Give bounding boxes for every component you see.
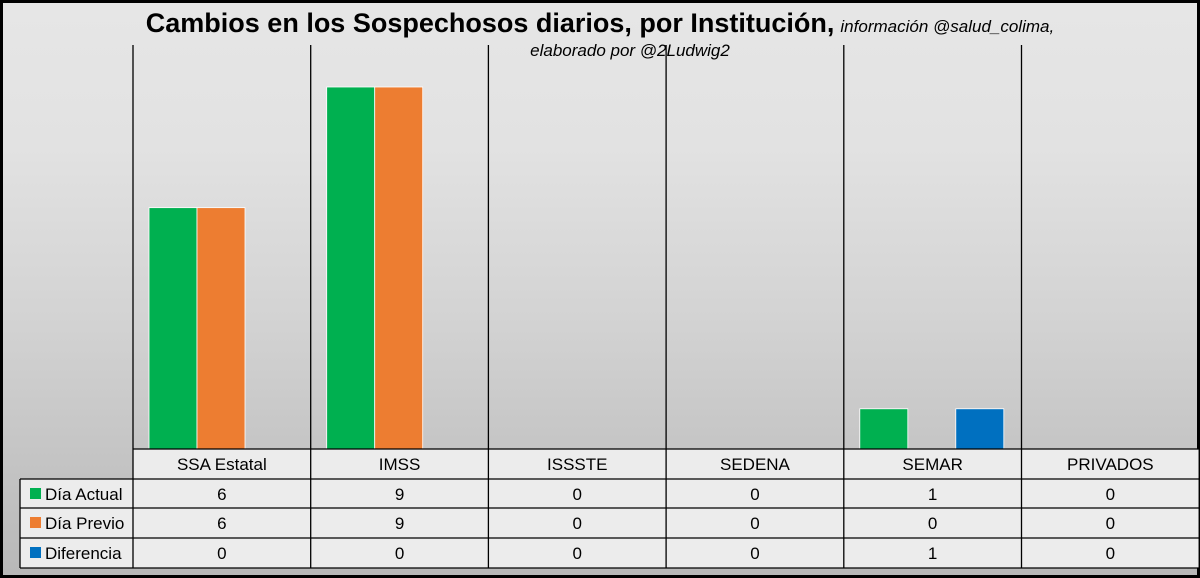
legend-label-dia-previo: Día Previo (45, 514, 124, 533)
data-label-dia-actual-ssa-estatal: 6 (217, 485, 226, 504)
chart-title: Cambios en los Sospechosos diarios, por … (145, 8, 835, 38)
data-label-diferencia-issste: 0 (573, 544, 582, 563)
data-label-dia-actual-privados: 0 (1106, 485, 1115, 504)
data-label-dia-previo-semar: 0 (928, 514, 937, 533)
data-label-diferencia-imss: 0 (395, 544, 404, 563)
category-label-issste: ISSSTE (547, 455, 607, 474)
data-label-dia-actual-imss: 9 (395, 485, 404, 504)
category-label-sedena: SEDENA (720, 455, 791, 474)
category-label-semar: SEMAR (902, 455, 962, 474)
data-label-diferencia-sedena: 0 (750, 544, 759, 563)
data-label-dia-actual-issste: 0 (573, 485, 582, 504)
category-label-privados: PRIVADOS (1067, 455, 1154, 474)
bar-dia-previo-ssa-estatal (196, 207, 246, 450)
chart-title-block: Cambios en los Sospechosos diarios, por … (0, 8, 1200, 61)
data-label-dia-actual-semar: 1 (928, 485, 937, 504)
data-label-dia-previo-ssa-estatal: 6 (217, 514, 226, 533)
data-label-dia-actual-sedena: 0 (750, 485, 759, 504)
data-label-dia-previo-sedena: 0 (750, 514, 759, 533)
bar-dia-actual-semar (859, 408, 909, 450)
data-label-diferencia-privados: 0 (1106, 544, 1115, 563)
data-label-diferencia-ssa-estatal: 0 (217, 544, 226, 563)
bar-dia-actual-imss (326, 86, 376, 450)
legend-key-dia-actual (30, 488, 41, 499)
bar-dia-previo-imss (374, 86, 424, 450)
legend-key-diferencia (30, 547, 41, 558)
chart-subtitle-line1: información @salud_colima, (840, 17, 1055, 36)
legend-key-dia-previo (30, 517, 41, 528)
category-label-ssa-estatal: SSA Estatal (177, 455, 267, 474)
bar-diferencia-semar (955, 408, 1005, 450)
legend-label-diferencia: Diferencia (45, 544, 122, 563)
data-label-dia-previo-imss: 9 (395, 514, 404, 533)
legend-label-dia-actual: Día Actual (45, 485, 123, 504)
data-label-dia-previo-issste: 0 (573, 514, 582, 533)
bar-dia-actual-ssa-estatal (148, 207, 198, 450)
data-label-diferencia-semar: 1 (928, 544, 937, 563)
data-label-dia-previo-privados: 0 (1106, 514, 1115, 533)
chart-subtitle-line2: elaborado por @2Ludwig2 (530, 41, 730, 60)
category-label-imss: IMSS (379, 455, 421, 474)
